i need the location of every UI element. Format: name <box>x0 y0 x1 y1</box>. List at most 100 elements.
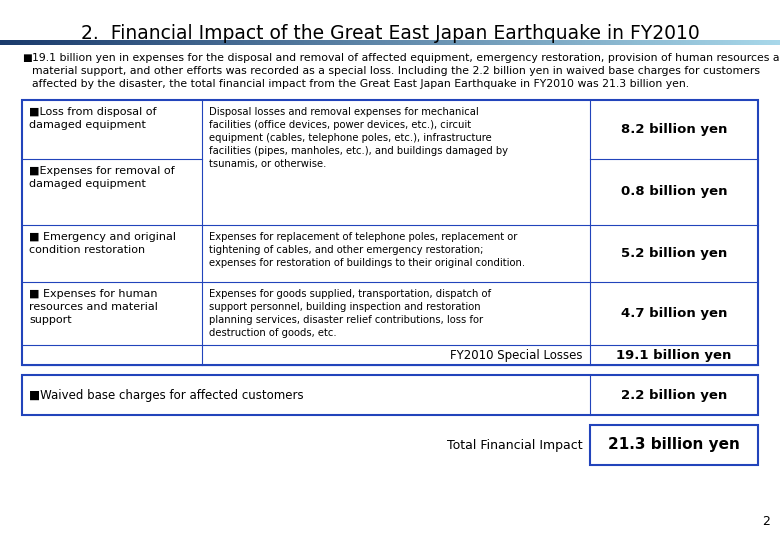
Bar <box>119 39 122 44</box>
Bar <box>94 39 96 44</box>
Bar <box>606 39 608 44</box>
Bar <box>55 39 57 44</box>
Bar <box>60 39 62 44</box>
Bar <box>380 39 382 44</box>
Bar <box>156 39 158 44</box>
Bar <box>770 39 772 44</box>
Bar <box>392 39 395 44</box>
Bar <box>520 39 523 44</box>
Bar <box>185 39 187 44</box>
Bar <box>234 39 236 44</box>
Bar <box>68 39 70 44</box>
Bar <box>665 39 668 44</box>
Bar <box>117 39 119 44</box>
Text: 5.2 billion yen: 5.2 billion yen <box>621 247 727 260</box>
Bar <box>2 39 5 44</box>
Bar <box>312 39 314 44</box>
Bar <box>437 39 439 44</box>
Bar <box>200 39 203 44</box>
Bar <box>390 39 392 44</box>
Bar <box>158 39 161 44</box>
Bar <box>533 39 536 44</box>
Bar <box>767 39 770 44</box>
Bar <box>434 39 437 44</box>
Bar <box>26 39 29 44</box>
Bar <box>694 39 697 44</box>
Bar <box>528 39 530 44</box>
Bar <box>486 39 489 44</box>
Text: 2: 2 <box>762 515 770 528</box>
Bar <box>86 39 88 44</box>
Bar <box>601 39 603 44</box>
Bar <box>515 39 517 44</box>
Bar <box>166 39 169 44</box>
Bar <box>307 39 310 44</box>
Bar <box>216 39 218 44</box>
Bar <box>148 39 151 44</box>
Bar <box>548 39 551 44</box>
Text: 21.3 billion yen: 21.3 billion yen <box>608 437 740 453</box>
Bar <box>218 39 221 44</box>
Bar <box>101 39 104 44</box>
Bar <box>250 39 252 44</box>
Bar <box>455 39 458 44</box>
Bar <box>265 39 268 44</box>
Bar <box>57 39 60 44</box>
Bar <box>497 39 499 44</box>
Bar <box>478 39 481 44</box>
Bar <box>294 39 296 44</box>
Bar <box>140 39 143 44</box>
Bar <box>296 39 299 44</box>
Bar <box>419 39 421 44</box>
Bar <box>595 39 598 44</box>
Bar <box>634 39 637 44</box>
Bar <box>182 39 185 44</box>
Bar <box>135 39 138 44</box>
Bar <box>361 39 364 44</box>
Bar <box>125 39 127 44</box>
Bar <box>252 39 255 44</box>
Bar <box>484 39 486 44</box>
Bar <box>78 39 80 44</box>
Bar <box>736 39 739 44</box>
Bar <box>112 39 115 44</box>
Text: ■ Emergency and original
condition restoration: ■ Emergency and original condition resto… <box>29 232 176 255</box>
Bar <box>322 39 325 44</box>
Text: Disposal losses and removal expenses for mechanical
facilities (office devices, : Disposal losses and removal expenses for… <box>209 107 508 169</box>
Bar <box>445 39 447 44</box>
Bar <box>544 39 546 44</box>
Bar <box>642 39 645 44</box>
Bar <box>569 39 572 44</box>
Bar <box>161 39 164 44</box>
Bar <box>427 39 429 44</box>
Bar <box>772 39 775 44</box>
Bar <box>353 39 356 44</box>
Bar <box>88 39 91 44</box>
Bar <box>255 39 257 44</box>
Bar <box>273 39 275 44</box>
Bar <box>556 39 559 44</box>
Bar <box>411 39 413 44</box>
Bar <box>640 39 642 44</box>
Bar <box>585 39 587 44</box>
Bar <box>686 39 689 44</box>
Bar <box>450 39 452 44</box>
Bar <box>661 39 663 44</box>
Bar <box>710 39 712 44</box>
Text: material support, and other efforts was recorded as a special loss. Including th: material support, and other efforts was … <box>32 66 760 76</box>
Bar <box>208 39 211 44</box>
Bar <box>658 39 661 44</box>
Bar <box>226 39 229 44</box>
Bar <box>8 39 10 44</box>
Bar <box>325 39 328 44</box>
Bar <box>676 39 679 44</box>
Bar <box>263 39 265 44</box>
Bar <box>733 39 736 44</box>
Text: ■Waived base charges for affected customers: ■Waived base charges for affected custom… <box>29 388 303 402</box>
Bar <box>10 39 13 44</box>
Bar <box>400 39 403 44</box>
Bar <box>310 39 312 44</box>
Bar <box>369 39 372 44</box>
Bar <box>52 39 55 44</box>
Bar <box>499 39 502 44</box>
